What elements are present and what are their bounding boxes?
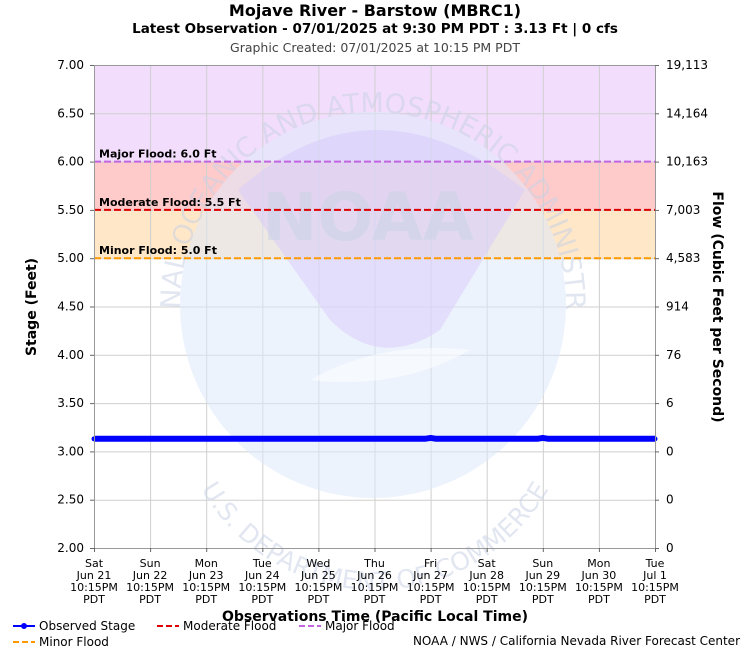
legend-label: Minor Flood bbox=[39, 635, 109, 649]
observed-stage-point bbox=[422, 436, 428, 442]
credit-text: NOAA / NWS / California Nevada River For… bbox=[412, 634, 740, 648]
x-tick-label: Sun Jun 22 10:15PM PDT bbox=[126, 557, 174, 606]
y2-tick-label: 6 bbox=[666, 396, 674, 410]
observed-stage-point bbox=[433, 436, 439, 442]
legend-swatch bbox=[13, 641, 35, 643]
observed-stage-point bbox=[372, 436, 377, 442]
y-tick-label: 4.50 bbox=[57, 300, 84, 314]
y-tick-label: 6.00 bbox=[57, 155, 84, 169]
legend-item-observed-stage: Observed Stage bbox=[12, 619, 135, 633]
x-tick-label: Sat Jun 28 10:15PM PDT bbox=[463, 557, 511, 606]
observed-stage-point bbox=[534, 436, 540, 442]
legend-item-moderate-flood: Moderate Flood bbox=[156, 619, 276, 633]
major-flood-label: Major Flood: 6.0 Ft bbox=[99, 148, 217, 161]
observed-stage-point bbox=[315, 436, 321, 442]
y2-tick-label: 7,003 bbox=[666, 203, 700, 217]
noaa-seal-bird-icon bbox=[238, 130, 525, 348]
moderate-flood-label: Moderate Flood: 5.5 Ft bbox=[99, 196, 241, 209]
x-tick-label: Thu Jun 26 10:15PM PDT bbox=[351, 557, 399, 606]
observed-stage-point bbox=[596, 436, 602, 442]
y-tick-label: 2.00 bbox=[57, 541, 84, 555]
minor-flood-label: Minor Flood: 5.0 Ft bbox=[99, 244, 217, 257]
legend-swatch bbox=[13, 623, 35, 629]
x-tick-label: Wed Jun 25 10:15PM PDT bbox=[294, 557, 342, 606]
observed-stage-point bbox=[259, 436, 265, 442]
x-tick-label: Mon Jun 30 10:15PM PDT bbox=[575, 557, 623, 606]
x-tick-label: Tue Jul 1 10:15PM PDT bbox=[631, 557, 679, 606]
y2-tick-label: 14,164 bbox=[666, 106, 708, 120]
y2-tick-label: 0 bbox=[666, 493, 674, 507]
legend-swatch bbox=[157, 625, 179, 627]
legend-item-major-flood: Major Flood bbox=[298, 619, 395, 633]
y-tick-label: 5.00 bbox=[57, 251, 84, 265]
y2-tick-label: 19,113 bbox=[666, 58, 708, 72]
y-tick-label: 3.00 bbox=[57, 444, 84, 458]
x-tick-label: Tue Jun 24 10:15PM PDT bbox=[238, 557, 286, 606]
x-axis-label: Observations Time (Pacific Local Time) bbox=[222, 609, 528, 625]
y-axis-label: Stage (Feet) bbox=[24, 258, 40, 356]
y-tick-label: 6.50 bbox=[57, 106, 84, 120]
x-tick-label: Sun Jun 29 10:15PM PDT bbox=[519, 557, 567, 606]
legend-label: Moderate Flood bbox=[183, 619, 277, 633]
observed-stage-point bbox=[545, 436, 551, 442]
observed-stage-point bbox=[147, 436, 153, 442]
legend-item-minor-flood: Minor Flood bbox=[12, 635, 109, 649]
legend-swatch bbox=[299, 625, 321, 627]
observed-stage-point bbox=[540, 435, 546, 441]
y2-tick-label: 76 bbox=[666, 348, 681, 362]
y-tick-label: 5.50 bbox=[57, 203, 84, 217]
noaa-logo-text: NOAA bbox=[262, 179, 474, 256]
legend-label: Major Flood bbox=[325, 619, 395, 633]
x-tick-label: Mon Jun 23 10:15PM PDT bbox=[182, 557, 230, 606]
latest-observation: Latest Observation - 07/01/2025 at 9:30 … bbox=[132, 21, 618, 37]
y2-axis-label: Flow (Cubic Feet per Second) bbox=[709, 191, 725, 422]
y2-tick-label: 0 bbox=[666, 444, 674, 458]
x-tick-label: Fri Jun 27 10:15PM PDT bbox=[407, 557, 455, 606]
y-tick-label: 7.00 bbox=[57, 58, 84, 72]
observed-stage-point bbox=[484, 436, 490, 442]
observed-stage-point bbox=[428, 435, 434, 441]
graphic-created: Graphic Created: 07/01/2025 at 10:15 PM … bbox=[230, 40, 520, 55]
legend-label: Observed Stage bbox=[39, 619, 136, 633]
y-tick-label: 3.50 bbox=[57, 396, 84, 410]
y2-tick-label: 0 bbox=[666, 541, 674, 555]
y-tick-label: 4.00 bbox=[57, 348, 84, 362]
observed-stage-point bbox=[203, 436, 209, 442]
y-tick-label: 2.50 bbox=[57, 493, 84, 507]
chart-title: Mojave River - Barstow (MBRC1) bbox=[228, 1, 522, 20]
x-tick-label: Sat Jun 21 10:15PM PDT bbox=[70, 557, 118, 606]
y2-tick-label: 914 bbox=[666, 300, 689, 314]
y2-tick-label: 4,583 bbox=[666, 251, 700, 265]
y2-tick-label: 10,163 bbox=[666, 155, 708, 169]
